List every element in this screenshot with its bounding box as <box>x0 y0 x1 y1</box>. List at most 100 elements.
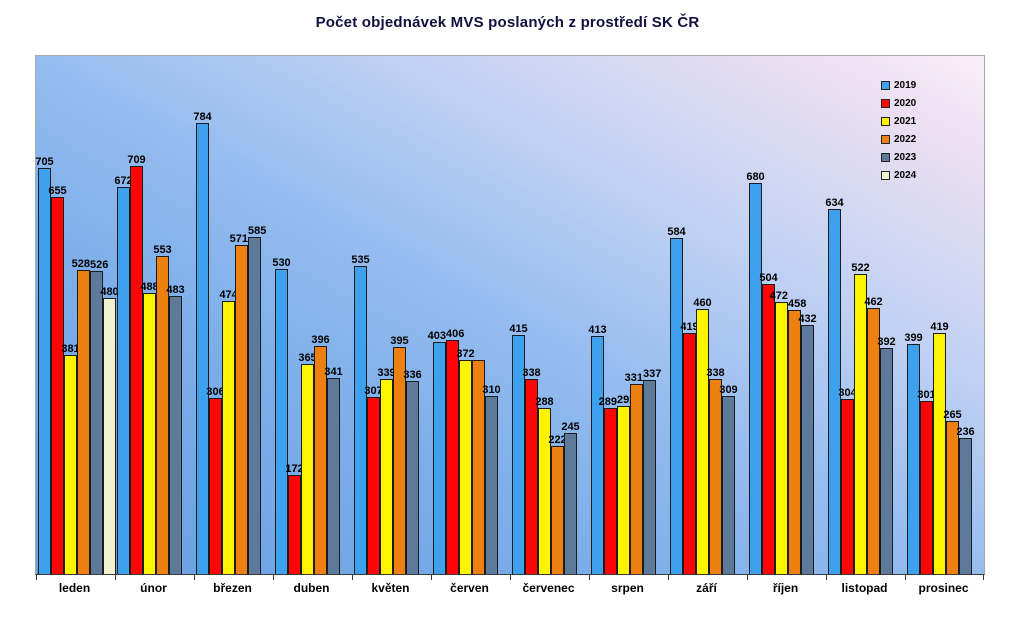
x-axis-tick <box>983 575 984 580</box>
legend-swatch-icon <box>881 81 890 90</box>
bar-2021-duben: 365 <box>298 352 317 574</box>
x-axis-label-únor: únor <box>140 581 167 595</box>
bar-value-label: 301 <box>917 388 936 401</box>
bar-2022-leden: 528 <box>72 258 90 574</box>
legend-item-2020: 2020 <box>881 98 916 109</box>
bar-2019-prosinec: 399 <box>904 332 923 574</box>
legend-label: 2023 <box>894 152 917 163</box>
x-axis-label-červen: červen <box>450 581 489 595</box>
bar-2021-červenec: 288 <box>535 396 554 574</box>
legend-item-2022: 2022 <box>881 134 916 145</box>
bar-value-label: 406 <box>446 328 465 341</box>
month-group-září: 584 419 460 338 309 <box>667 56 748 574</box>
bar-2023-listopad: 392 <box>877 336 896 574</box>
bar-2019-únor: 672 <box>114 175 133 574</box>
bar-2023-březen: 585 <box>248 225 266 574</box>
legend-label: 2022 <box>894 134 917 145</box>
x-axis-tick <box>747 575 748 580</box>
x-axis-tick <box>905 575 906 580</box>
bar-value-label: 265 <box>943 409 962 422</box>
bar-2022-březen: 571 <box>230 233 248 574</box>
bar-value-label: 236 <box>956 426 975 439</box>
x-axis-label-duben: duben <box>293 581 330 595</box>
month-group-duben: 530 172 365 396 341 <box>272 56 353 574</box>
bar-2020-leden: 655 <box>48 185 67 574</box>
legend-swatch-icon <box>881 153 890 162</box>
bar-2020-prosinec: 301 <box>917 389 936 574</box>
bar-2019-leden: 705 <box>35 156 54 574</box>
bar-2021-únor: 488 <box>140 281 159 574</box>
bar-2023-prosinec: 236 <box>956 426 975 574</box>
bar-value-label: 680 <box>746 170 765 183</box>
bar-2021-září: 460 <box>693 297 712 574</box>
bar-2020-únor: 709 <box>127 154 146 574</box>
bar-value-label: 432 <box>798 313 817 326</box>
bar-value-label: 341 <box>324 365 343 378</box>
x-axis-label-září: září <box>696 581 717 595</box>
bar-value-label: 584 <box>667 225 686 238</box>
legend-item-2024: 2024 <box>881 170 916 181</box>
month-group-říjen: 680 504 472 458 432 <box>746 56 827 574</box>
bar-value-label: 535 <box>351 254 370 267</box>
x-axis-label-květen: květen <box>371 581 410 595</box>
bar-value-label: 504 <box>759 271 778 284</box>
bar-value-label: 339 <box>377 366 396 379</box>
legend-label: 2021 <box>894 116 917 127</box>
bar-value-label: 245 <box>561 421 580 433</box>
bar-2020-listopad: 304 <box>838 387 857 574</box>
bar-value-label: 419 <box>680 320 699 333</box>
bar-value-label: 458 <box>788 298 807 311</box>
month-group-srpen: 413 289 292 331 337 <box>588 56 669 574</box>
bar-2021-červen: 372 <box>456 348 475 574</box>
bar-value-label: 784 <box>193 110 212 123</box>
bar-2022-srpen: 331 <box>625 372 643 574</box>
bar-2022-červen: 372 <box>472 359 485 574</box>
bar-value-label: 338 <box>706 367 725 380</box>
x-axis-label-srpen: srpen <box>611 581 644 595</box>
x-axis-label-listopad: listopad <box>841 581 888 595</box>
bar-value-label: 480 <box>100 285 119 298</box>
bar-value-label: 309 <box>719 384 738 397</box>
month-group-únor: 672 709 488 553 483 <box>114 56 195 574</box>
bar-value-label: 304 <box>838 387 857 400</box>
bar-2020-srpen: 289 <box>599 396 617 574</box>
month-group-leden: 705 655 381 528 526 480 <box>35 56 119 574</box>
month-group-prosinec: 399 301 419 265 236 <box>904 56 985 574</box>
x-axis-tick <box>510 575 511 580</box>
x-axis-label-prosinec: prosinec <box>918 581 969 595</box>
bar-2022-listopad: 462 <box>864 296 883 574</box>
bar-2019-září: 584 <box>667 226 686 574</box>
bar-2021-březen: 474 <box>219 289 238 574</box>
x-axis-tick <box>352 575 353 580</box>
bar-value-label: 395 <box>390 334 409 347</box>
x-axis-label-březen: březen <box>213 581 252 595</box>
bar-value-label: 553 <box>153 243 172 256</box>
bar-value-label: 522 <box>851 261 870 274</box>
bar-value-label: 336 <box>403 368 422 381</box>
legend-item-2023: 2023 <box>881 152 916 163</box>
bar-value-label: 585 <box>248 225 267 238</box>
x-axis-label-červenec: červenec <box>522 581 575 595</box>
bar-2019-říjen: 680 <box>746 171 765 574</box>
bar-value-label: 222 <box>548 434 567 447</box>
bar-2019-květen: 535 <box>351 254 370 574</box>
x-axis-tick <box>36 575 37 580</box>
bar-value-label: 462 <box>864 296 883 309</box>
bar-value-label: 365 <box>298 351 317 364</box>
plot-area: 2019 2020 2021 2022 2023 2024 705 655 381 528 526… <box>35 55 985 580</box>
bar-value-label: 288 <box>535 396 554 409</box>
bar-2022-prosinec: 265 <box>943 409 962 574</box>
x-axis-tick <box>115 575 116 580</box>
bar-2024-leden: 480 <box>100 286 119 574</box>
bar-value-label: 337 <box>643 368 662 381</box>
legend: 2019 2020 2021 2022 2023 2024 <box>881 80 916 181</box>
bar-value-label: 526 <box>90 259 109 272</box>
bar-value-label: 655 <box>48 185 67 198</box>
bar-2019-listopad: 634 <box>825 197 844 574</box>
bar-value-label: 419 <box>930 320 949 333</box>
bar-value-label: 381 <box>61 342 80 355</box>
x-axis-tick <box>668 575 669 580</box>
legend-item-2019: 2019 <box>881 80 916 91</box>
bar-value-label: 460 <box>693 297 712 310</box>
